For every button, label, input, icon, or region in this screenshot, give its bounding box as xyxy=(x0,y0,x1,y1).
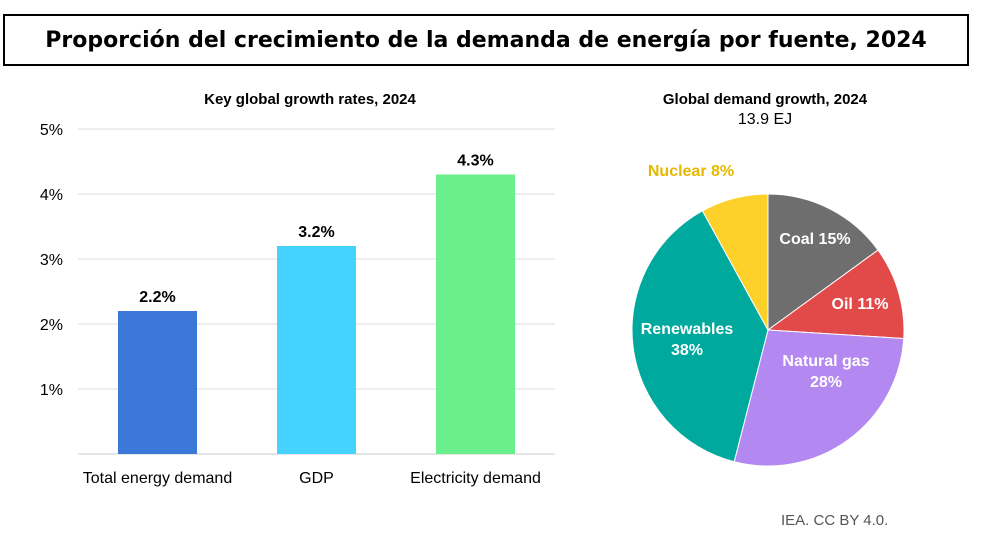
y-tick-label: 1% xyxy=(40,382,63,399)
bar xyxy=(436,174,515,454)
x-tick-label: Electricity demand xyxy=(410,470,541,487)
slice-label: Renewables 38% xyxy=(641,321,734,359)
slice-label: Oil 11% xyxy=(832,296,889,313)
pie-slice xyxy=(767,193,879,331)
x-tick-label: GDP xyxy=(299,470,334,487)
y-tick-label: 4% xyxy=(40,187,63,204)
x-tick-label: Total energy demand xyxy=(83,470,232,487)
slice-label: Natural gas 28% xyxy=(782,353,869,391)
y-tick-label: 2% xyxy=(40,317,63,334)
page-title: Proporción del crecimiento de la demanda… xyxy=(3,14,969,66)
data-label: 4.3% xyxy=(457,153,493,170)
pie-slice xyxy=(701,193,769,331)
bar-chart: Key global growth rates, 2024 1% 2% 3% 4% 5% 2… xyxy=(40,91,555,487)
bar xyxy=(277,246,356,454)
data-label: 2.2% xyxy=(139,289,175,306)
bar-chart-title: Key global growth rates, 2024 xyxy=(204,91,416,108)
y-tick-label: 5% xyxy=(40,122,63,139)
slice-label: Nuclear 8% xyxy=(648,163,734,180)
pie-chart-subtitle: 13.9 EJ xyxy=(738,111,792,128)
credit-text: IEA. CC BY 4.0. xyxy=(781,512,889,529)
pie-slice xyxy=(631,210,769,463)
pie-slice xyxy=(733,329,905,467)
data-label: 3.2% xyxy=(298,224,334,241)
pie-chart-title: Global demand growth, 2024 xyxy=(663,91,868,108)
pie-slice xyxy=(766,249,905,340)
bar xyxy=(118,311,197,454)
slice-label: Coal 15% xyxy=(779,231,850,248)
y-tick-label: 3% xyxy=(40,252,63,269)
